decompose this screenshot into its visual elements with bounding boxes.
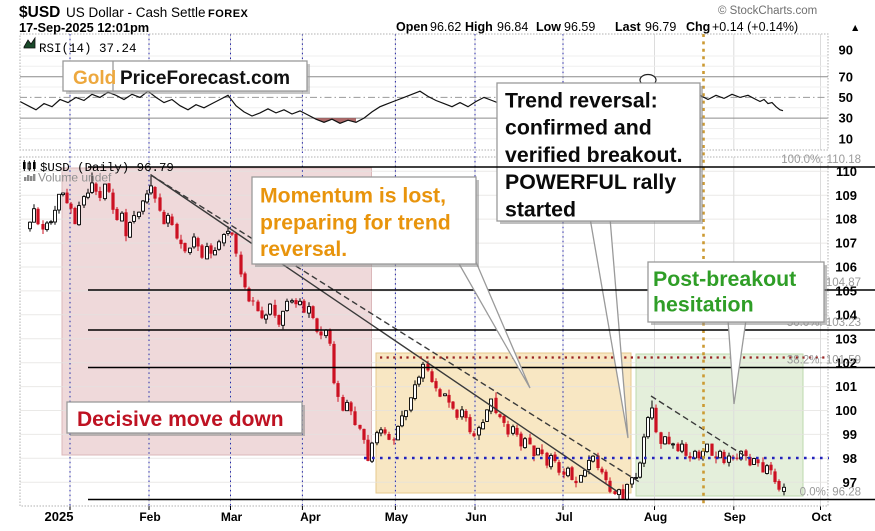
svg-text:preparing for trend: preparing for trend [260,211,451,234]
svg-text:Post-breakout: Post-breakout [653,267,796,291]
svg-text:110: 110 [836,164,857,179]
svg-text:Gold: Gold [73,68,116,89]
svg-text:$USD (Daily) 96.79: $USD (Daily) 96.79 [40,161,174,175]
svg-text:109: 109 [835,188,857,203]
svg-text:30: 30 [839,111,853,126]
svg-text:reversal.: reversal. [260,238,347,261]
svg-text:FOREX: FOREX [208,8,249,20]
svg-text:Feb: Feb [139,510,160,524]
svg-text:Oct: Oct [811,510,831,524]
svg-text:108: 108 [835,212,857,227]
svg-text:17-Sep-2025 12:01pm: 17-Sep-2025 12:01pm [19,20,149,35]
svg-text:Aug: Aug [644,510,667,524]
svg-text:© StockCharts.com: © StockCharts.com [718,5,817,17]
svg-text:107: 107 [835,236,857,251]
svg-text:POWERFUL rally: POWERFUL rally [505,170,676,194]
svg-text:Trend reversal:: Trend reversal: [505,89,658,113]
svg-text:Jul: Jul [555,510,572,524]
svg-text:confirmed and: confirmed and [505,116,652,140]
svg-text:PriceForecast.com: PriceForecast.com [120,68,290,89]
svg-text:Volume undef: Volume undef [38,171,112,185]
svg-text:105: 105 [835,284,857,299]
svg-text:97: 97 [843,475,857,490]
svg-text:100.0%: 110.18: 100.0%: 110.18 [781,154,861,166]
svg-text:Decisive move down: Decisive move down [77,408,284,431]
svg-text:Apr: Apr [300,510,321,524]
svg-text:70: 70 [839,69,853,84]
svg-text:US Dollar - Cash Settle: US Dollar - Cash Settle [66,5,206,20]
svg-text:98: 98 [843,451,857,466]
svg-text:started: started [505,197,576,221]
svg-text:Jun: Jun [465,510,486,524]
svg-text:10: 10 [839,131,853,146]
svg-text:103: 103 [835,331,857,346]
svg-text:Momentum is lost,: Momentum is lost, [260,185,446,208]
svg-text:102: 102 [835,355,857,370]
svg-text:verified breakout.: verified breakout. [505,143,683,167]
svg-text:0.0%: 96.28: 0.0%: 96.28 [800,487,861,499]
svg-text:2025: 2025 [45,509,74,524]
svg-text:99: 99 [843,427,857,442]
svg-text:Sep: Sep [724,510,746,524]
svg-text:106: 106 [835,260,857,275]
svg-text:90: 90 [839,43,853,58]
svg-text:104: 104 [835,307,857,322]
svg-text:May: May [385,510,409,524]
svg-text:101: 101 [835,379,857,394]
svg-text:100: 100 [835,403,857,418]
svg-text:RSI(14) 37.24: RSI(14) 37.24 [39,42,137,56]
svg-text:hesitation: hesitation [653,292,754,316]
svg-text:38.2%: 101.59: 38.2%: 101.59 [787,355,861,367]
svg-text:Mar: Mar [221,510,243,524]
svg-text:50: 50 [839,90,853,105]
svg-text:$USD: $USD [19,4,60,21]
